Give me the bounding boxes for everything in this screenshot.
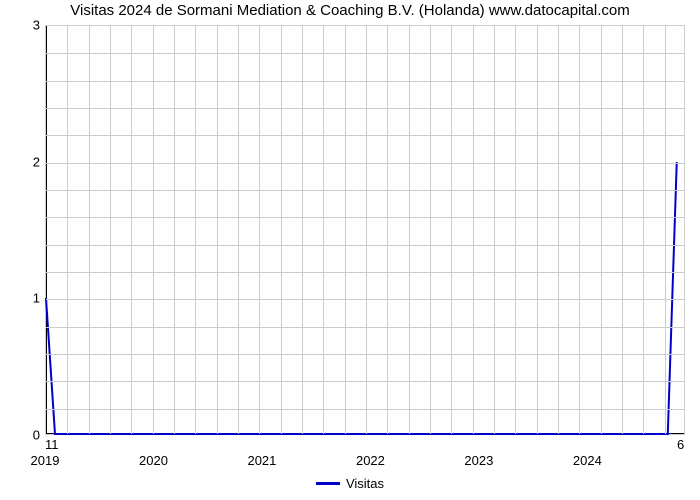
- grid-line-vertical: [622, 26, 623, 434]
- grid-line-vertical: [579, 26, 580, 434]
- x-tick-label: 2024: [573, 453, 602, 468]
- grid-line-vertical: [238, 26, 239, 434]
- grid-line-vertical: [345, 26, 346, 434]
- grid-line-horizontal: [46, 217, 684, 218]
- grid-line-vertical: [195, 26, 196, 434]
- chart-title: Visitas 2024 de Sormani Mediation & Coac…: [0, 2, 700, 19]
- grid-line-horizontal: [46, 163, 684, 164]
- grid-line-vertical: [494, 26, 495, 434]
- grid-line-horizontal: [46, 381, 684, 382]
- x-tick-label: 2023: [464, 453, 493, 468]
- y-tick-label: 2: [10, 154, 40, 169]
- grid-line-horizontal: [46, 299, 684, 300]
- extra-axis-label: 6: [677, 437, 684, 452]
- extra-axis-label: 11: [45, 437, 59, 452]
- grid-line-horizontal: [46, 409, 684, 410]
- series-line: [46, 162, 677, 434]
- legend-swatch: [316, 482, 340, 485]
- x-tick-label: 2021: [247, 453, 276, 468]
- y-tick-label: 1: [10, 291, 40, 306]
- y-tick-label: 0: [10, 428, 40, 443]
- grid-line-horizontal: [46, 354, 684, 355]
- grid-line-vertical: [89, 26, 90, 434]
- grid-line-vertical: [601, 26, 602, 434]
- grid-line-horizontal: [46, 190, 684, 191]
- grid-line-vertical: [259, 26, 260, 434]
- grid-line-horizontal: [46, 53, 684, 54]
- grid-line-vertical: [323, 26, 324, 434]
- grid-line-vertical: [110, 26, 111, 434]
- grid-line-horizontal: [46, 245, 684, 246]
- grid-line-horizontal: [46, 81, 684, 82]
- grid-line-vertical: [217, 26, 218, 434]
- grid-line-vertical: [366, 26, 367, 434]
- grid-line-vertical: [131, 26, 132, 434]
- grid-line-vertical: [153, 26, 154, 434]
- grid-line-horizontal: [46, 135, 684, 136]
- plot-area: [45, 25, 685, 435]
- x-tick-label: 2020: [139, 453, 168, 468]
- grid-line-vertical: [473, 26, 474, 434]
- x-tick-label: 2019: [31, 453, 60, 468]
- grid-line-vertical: [430, 26, 431, 434]
- grid-line-horizontal: [46, 327, 684, 328]
- grid-line-vertical: [537, 26, 538, 434]
- grid-line-vertical: [558, 26, 559, 434]
- grid-line-vertical: [643, 26, 644, 434]
- legend: Visitas: [0, 473, 700, 491]
- legend-item-visitas: Visitas: [316, 476, 384, 491]
- grid-line-vertical: [387, 26, 388, 434]
- y-tick-label: 3: [10, 18, 40, 33]
- grid-line-vertical: [67, 26, 68, 434]
- line-series: [46, 26, 684, 434]
- grid-line-vertical: [281, 26, 282, 434]
- grid-line-vertical: [302, 26, 303, 434]
- grid-line-vertical: [409, 26, 410, 434]
- grid-line-vertical: [451, 26, 452, 434]
- grid-line-vertical: [174, 26, 175, 434]
- grid-line-horizontal: [46, 108, 684, 109]
- grid-line-vertical: [665, 26, 666, 434]
- grid-line-horizontal: [46, 272, 684, 273]
- grid-line-vertical: [515, 26, 516, 434]
- x-tick-label: 2022: [356, 453, 385, 468]
- legend-label: Visitas: [346, 476, 384, 491]
